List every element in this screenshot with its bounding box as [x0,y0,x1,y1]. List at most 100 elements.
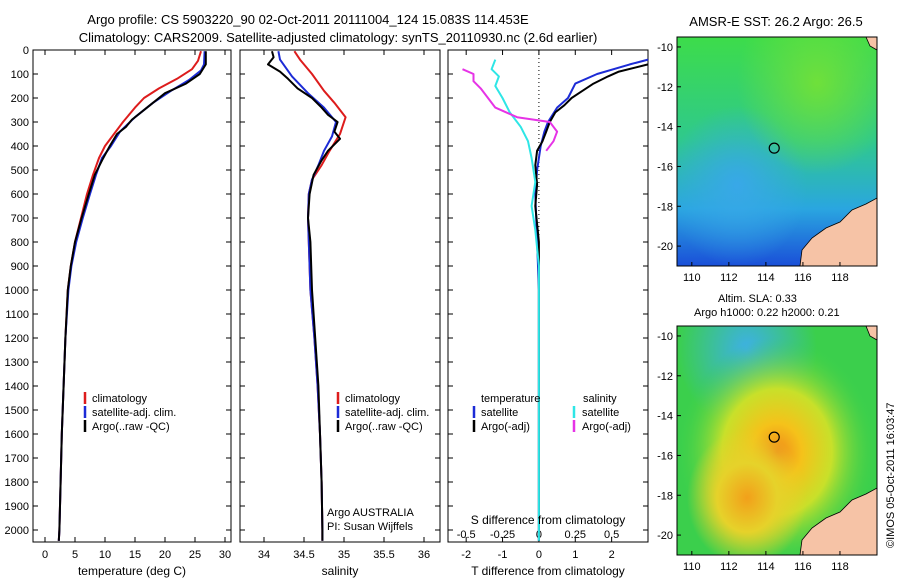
x-tick-label: 35.5 [373,549,394,561]
map-y-tick-label: -14 [657,411,673,423]
s-difference-tick-label: 0.5 [604,529,619,541]
legend-label-s-argo: Argo(-adj) [582,421,631,433]
map-x-tick-label: 110 [683,272,701,284]
y-tick-label: 1200 [5,333,29,345]
map-x-tick-label: 112 [720,561,738,573]
legend-title-temperature: temperature [481,393,540,405]
difference-legend: temperature salinity satellite Argo(-adj… [472,393,631,433]
y-tick-label: 1600 [5,429,29,441]
map-x-tick-label: 114 [757,272,775,284]
map-y-tick-label: -12 [657,371,673,383]
map-y-tick-label: -18 [657,490,673,502]
y-tick-label: 1100 [5,309,29,321]
y-tick-label: 1400 [5,381,29,393]
x-tick-label: 34.5 [293,549,314,561]
sst-map-title: AMSR-E SST: 26.2 Argo: 26.5 [689,14,862,29]
legend-label-t-satellite: satellite [481,407,518,419]
map-y-tick-label: -12 [657,82,673,94]
y-tick-label: 300 [11,117,29,129]
y-tick-label: 2000 [5,525,29,537]
series-line-argo-raw-qc [267,50,341,541]
x-tick-label: 0 [42,549,48,561]
series-line-s-satellite [490,59,540,541]
s-difference-tick-label: -0.25 [490,529,515,541]
x-tick-label: 5 [72,549,78,561]
map-x-tick-label: 114 [757,561,775,573]
legend-label-climatology: climatology [92,393,148,405]
x-tick-label: 0 [536,549,542,561]
map-y-tick-label: -16 [657,450,673,462]
map-x-tick-label: 118 [831,272,849,284]
x-tick-label: -2 [461,549,471,561]
temperature-legend: climatology satellite-adj. clim. Argo(..… [83,392,176,433]
y-tick-label: 1800 [5,477,29,489]
x-tick-label: 35 [338,549,350,561]
sla-map [676,325,878,556]
x-tick-label: -1 [498,549,508,561]
y-tick-label: 0 [23,45,29,57]
x-tick-label: 2 [609,549,615,561]
map-y-tick-label: -20 [657,530,673,542]
legend-label-argo: Argo(..raw -QC) [345,421,423,433]
figure-title-line1: Argo profile: CS 5903220_90 02-Oct-2011 … [87,12,529,27]
map-x-tick-label: 116 [794,561,812,573]
salinity-plot: 34 34.5 35 35.5 36 [240,49,440,561]
sst-map-axes: 110 112 114 116 118 -10 -12 -14 -16 -18 -20 [657,42,849,284]
x-tick-label: 20 [159,549,171,561]
argo-pi-note: PI: Susan Wijffels [327,521,413,533]
map-y-tick-label: -10 [657,42,673,54]
series-line-climatology [293,50,347,541]
legend-label-s-satellite: satellite [582,407,619,419]
series-line-climatology [57,50,202,541]
sst-map [676,36,878,267]
sst-map-frame [676,36,878,267]
x-tick-label: 34 [258,549,270,561]
y-tick-label: 1700 [5,453,29,465]
y-tick-label: 1500 [5,405,29,417]
series-line-t-argo-adj [534,63,649,541]
difference-plot: -2 -1 0 1 2-0.5 -0.25 0 0.25 0.5 [448,49,649,561]
salinity-panel [239,49,441,543]
map-x-tick-label: 118 [831,561,849,573]
y-tick-label: 1000 [5,285,29,297]
s-difference-top-label: S difference from climatology [471,513,626,527]
legend-label-t-argo: Argo(-adj) [481,421,530,433]
x-tick-label: 15 [129,549,141,561]
y-tick-label: 500 [11,165,29,177]
series-line-satellite-adj-clim [277,51,337,541]
figure-title-line2: Climatology: CARS2009. Satellite-adjuste… [79,30,598,45]
sla-argo-marker [768,431,780,443]
x-tick-label: 25 [189,549,201,561]
sla-map-axes: 110 112 114 116 118 -10 -12 -14 -16 -18 -20 [657,331,849,573]
legend-label-satellite: satellite-adj. clim. [92,407,176,419]
salinity-legend: climatology satellite-adj. clim. Argo(..… [327,392,429,533]
temperature-xlabel: temperature (deg C) [78,564,186,578]
argo-country-note: Argo AUSTRALIA [327,507,414,519]
series-line-s-argo-adj [462,68,559,152]
series-line-argo-raw-qc [57,51,207,541]
x-tick-label: 1 [572,549,578,561]
map-y-tick-label: -20 [657,241,673,253]
s-difference-tick-label: 0.25 [565,529,586,541]
y-tick-label: 700 [11,213,29,225]
difference-panel [447,49,649,543]
legend-title-salinity: salinity [583,393,617,405]
y-tick-label: 400 [11,141,29,153]
map-y-tick-label: -14 [657,122,673,134]
sla-map-title1: Altim. SLA: 0.33 [718,293,797,305]
series-line-t-satellite [534,58,649,541]
map-x-tick-label: 112 [720,272,738,284]
s-difference-tick-label: -0.5 [457,529,476,541]
y-tick-label: 600 [11,189,29,201]
y-tick-label: 200 [11,93,29,105]
y-tick-label: 100 [11,69,29,81]
salinity-xlabel: salinity [322,564,359,578]
difference-xlabel: T difference from climatology [471,564,625,578]
sla-map-frame [676,325,878,556]
legend-label-argo: Argo(..raw -QC) [92,421,170,433]
imos-stamp: ©IMOS 05-Oct-2011 16:03:47 [885,403,897,548]
sst-argo-marker [768,142,780,154]
series-line-satellite-adj-clim [57,51,206,541]
map-y-tick-label: -16 [657,161,673,173]
